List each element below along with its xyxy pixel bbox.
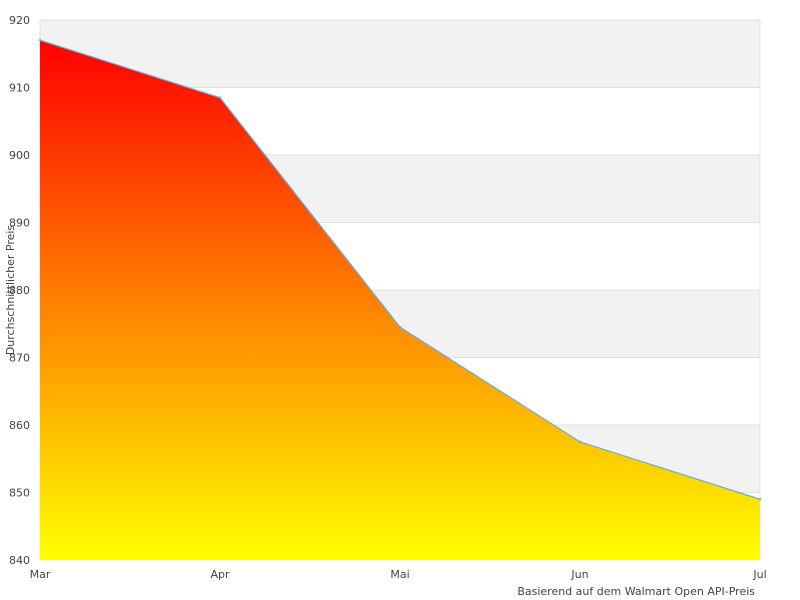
- x-axis-tick-labels: Mar Apr Mai Jun Jul: [30, 568, 767, 581]
- data-point: [398, 325, 402, 329]
- data-point: [38, 39, 42, 42]
- y-tick-label: 920: [9, 14, 30, 27]
- x-tick-label: Jun: [570, 568, 588, 581]
- x-tick-label: Apr: [210, 568, 230, 581]
- y-axis-tick-labels: 840 850 860 870 880 890 900 910 920: [9, 14, 30, 567]
- x-tick-label: Jul: [752, 568, 766, 581]
- y-tick-label: 870: [9, 352, 30, 365]
- background-band: [40, 20, 760, 88]
- y-tick-label: 850: [9, 487, 30, 500]
- data-point: [578, 440, 582, 444]
- x-tick-label: Mar: [30, 568, 51, 581]
- y-tick-label: 840: [9, 554, 30, 567]
- y-tick-label: 910: [9, 82, 30, 95]
- data-point: [758, 498, 762, 501]
- source-note: Basierend auf dem Walmart Open API-Preis: [517, 585, 755, 598]
- area-fill: [40, 40, 760, 560]
- y-tick-label: 860: [9, 419, 30, 432]
- x-tick-label: Mai: [390, 568, 409, 581]
- area-series: [38, 39, 762, 560]
- y-tick-label: 900: [9, 149, 30, 162]
- y-tick-label: 890: [9, 217, 30, 230]
- y-axis-title: Durchschnittlicher Preis: [4, 225, 17, 356]
- y-tick-label: 880: [9, 284, 30, 297]
- data-point: [218, 96, 222, 99]
